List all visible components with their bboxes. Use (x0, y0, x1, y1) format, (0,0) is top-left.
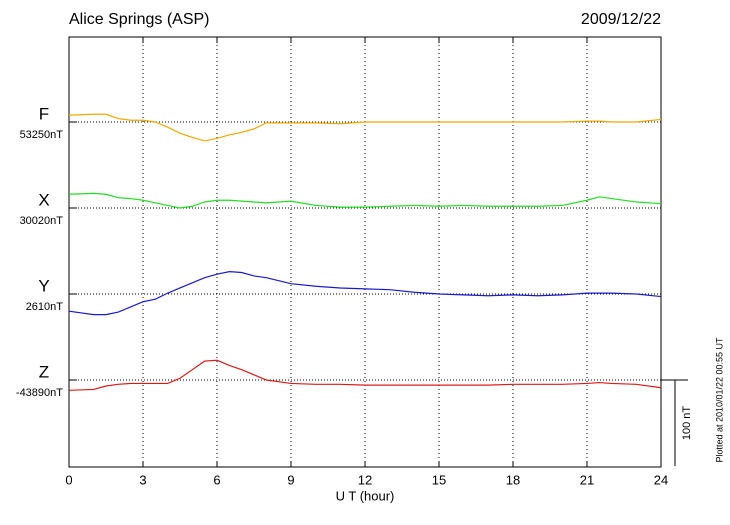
series-line (68, 192, 662, 209)
baseline-label: 30020nT (20, 215, 64, 227)
series-line (68, 113, 662, 142)
x-axis-label: U T (hour) (336, 488, 395, 503)
plotted-note: Plotted at 2010/01/22 00:55 UT (714, 337, 724, 463)
x-tick-label: 21 (580, 472, 594, 487)
chart-title: Alice Springs (ASP) (69, 11, 210, 28)
x-tick-label: 24 (654, 472, 668, 487)
x-tick-label: 15 (432, 472, 446, 487)
series-line (68, 271, 662, 316)
baseline-label: 2610nT (26, 301, 64, 313)
series-name: F (39, 104, 49, 123)
baseline-label: -43890nT (16, 387, 63, 399)
x-tick-label: 3 (139, 472, 146, 487)
series-name: Y (38, 276, 49, 295)
x-tick-label: 6 (213, 472, 220, 487)
series-name: X (38, 190, 49, 209)
x-tick-label: 9 (287, 472, 294, 487)
x-tick-label: 18 (506, 472, 520, 487)
series-line (68, 359, 662, 391)
chart-date: 2009/12/22 (581, 11, 661, 28)
scale-label: 100 nT (681, 406, 693, 441)
series-name: Z (39, 362, 49, 381)
x-tick-label: 0 (65, 472, 72, 487)
baseline-label: 53250nT (20, 129, 64, 141)
x-tick-label: 12 (358, 472, 372, 487)
